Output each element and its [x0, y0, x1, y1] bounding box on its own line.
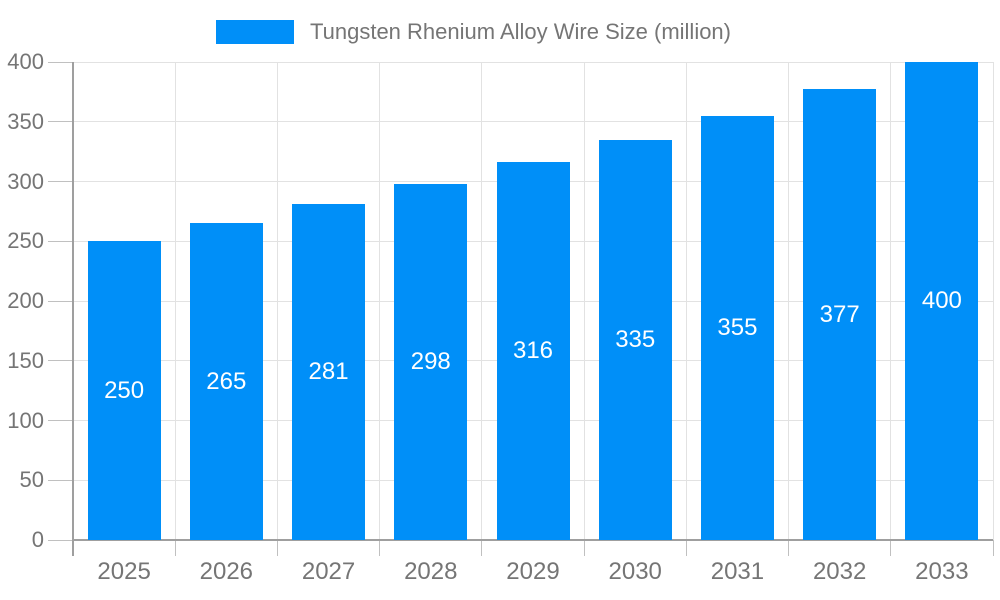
bar: 355 — [700, 115, 774, 540]
bar: 400 — [905, 62, 979, 540]
x-tick-label: 2025 — [97, 558, 151, 585]
bar-value-label: 281 — [308, 358, 349, 386]
bar-value-label: 377 — [819, 300, 860, 328]
x-axis-tick — [788, 540, 790, 556]
x-tick-label: 2033 — [915, 558, 969, 585]
y-axis-tick — [48, 479, 73, 481]
y-tick-label: 300 — [7, 168, 44, 194]
bar: 335 — [598, 139, 672, 540]
y-tick-label: 100 — [7, 407, 44, 433]
y-tick-label: 50 — [19, 467, 44, 493]
x-axis-tick — [481, 540, 483, 556]
x-tick-label: 2029 — [506, 558, 560, 585]
x-tick-label: 2027 — [301, 558, 356, 585]
y-tick-label: 250 — [7, 228, 44, 254]
y-tick-label: 0 — [31, 527, 44, 552]
legend[interactable]: Tungsten Rhenium Alloy Wire Size (millio… — [216, 19, 731, 45]
bar: 377 — [803, 89, 877, 540]
grid-line-vertical — [379, 62, 381, 540]
grid-line-horizontal — [73, 61, 993, 63]
y-tick-label: 200 — [7, 288, 44, 313]
bar-value-label: 335 — [615, 325, 656, 353]
bar-value-label: 298 — [410, 347, 451, 375]
grid-line-horizontal — [73, 121, 993, 123]
y-tick-label: 150 — [7, 347, 44, 373]
x-axis-tick — [992, 540, 994, 556]
grid-line-vertical — [685, 62, 687, 540]
bar-value-label: 400 — [921, 287, 962, 314]
bar: 265 — [189, 223, 263, 540]
x-axis-tick — [174, 540, 176, 556]
x-axis-tick — [583, 540, 585, 556]
legend-label: Tungsten Rhenium Alloy Wire Size (millio… — [310, 19, 731, 44]
x-tick-label: 2032 — [812, 558, 867, 585]
bar: 298 — [394, 183, 468, 540]
legend-swatch-icon — [216, 20, 294, 44]
y-axis-tick — [48, 121, 73, 123]
grid-line-vertical — [890, 62, 892, 540]
y-axis-tick — [48, 539, 73, 541]
bar-value-label: 316 — [512, 337, 554, 365]
grid-line-vertical — [481, 62, 483, 540]
x-axis-tick — [890, 540, 892, 556]
grid-line-vertical — [174, 62, 176, 540]
x-tick-label: 2028 — [404, 558, 458, 585]
bar-value-label: 355 — [717, 313, 758, 341]
y-axis-tick — [48, 61, 73, 63]
grid-line-vertical — [276, 62, 278, 540]
x-tick-label: 2031 — [710, 558, 765, 585]
x-axis-tick — [276, 540, 278, 556]
y-axis-tick — [48, 360, 73, 362]
y-tick-label: 350 — [7, 108, 44, 134]
grid-line-vertical — [583, 62, 585, 540]
y-axis-tick — [48, 240, 73, 242]
bar: 281 — [292, 204, 366, 540]
y-axis-tick — [48, 300, 73, 302]
y-tick-label: 400 — [7, 49, 44, 74]
bar: 250 — [87, 241, 161, 540]
x-axis-tick — [685, 540, 687, 556]
bar: 316 — [496, 162, 570, 540]
bar-value-label: 265 — [206, 367, 247, 395]
grid-line-vertical — [788, 62, 790, 540]
x-tick-label: 2030 — [608, 558, 662, 585]
y-axis-tick — [48, 181, 73, 182]
x-axis-tick — [379, 540, 381, 556]
y-axis-tick — [48, 420, 73, 421]
y-axis-line — [72, 62, 74, 556]
x-tick-label: 2026 — [199, 558, 254, 585]
x-axis-line — [73, 539, 993, 541]
bar-value-label: 250 — [104, 376, 145, 404]
grid-line-vertical — [992, 62, 994, 540]
